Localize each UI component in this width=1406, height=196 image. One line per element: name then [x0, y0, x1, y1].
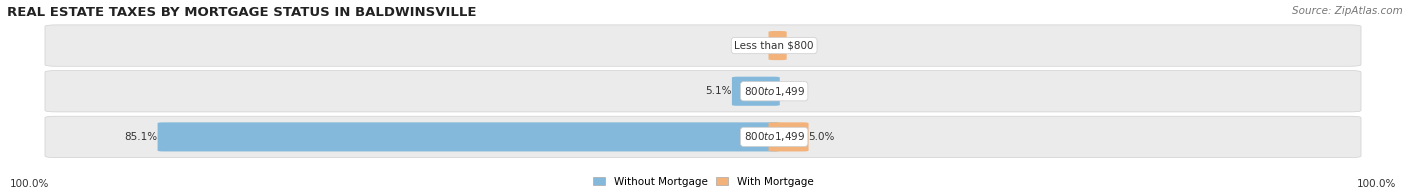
- Text: Source: ZipAtlas.com: Source: ZipAtlas.com: [1292, 6, 1403, 16]
- FancyBboxPatch shape: [45, 71, 1361, 112]
- FancyBboxPatch shape: [45, 25, 1361, 66]
- FancyBboxPatch shape: [157, 122, 780, 152]
- Text: REAL ESTATE TAXES BY MORTGAGE STATUS IN BALDWINSVILLE: REAL ESTATE TAXES BY MORTGAGE STATUS IN …: [7, 6, 477, 19]
- Legend: Without Mortgage, With Mortgage: Without Mortgage, With Mortgage: [589, 172, 817, 191]
- Text: 1.2%: 1.2%: [787, 41, 813, 51]
- Text: 85.1%: 85.1%: [125, 132, 157, 142]
- Text: 100.0%: 100.0%: [10, 179, 49, 189]
- Text: 0.0%: 0.0%: [780, 86, 806, 96]
- Text: $800 to $1,499: $800 to $1,499: [744, 130, 804, 143]
- Text: $800 to $1,499: $800 to $1,499: [744, 85, 804, 98]
- Text: 5.0%: 5.0%: [808, 132, 835, 142]
- Text: 100.0%: 100.0%: [1357, 179, 1396, 189]
- Text: 0.0%: 0.0%: [742, 41, 769, 51]
- FancyBboxPatch shape: [733, 77, 780, 106]
- Text: 5.1%: 5.1%: [706, 86, 733, 96]
- FancyBboxPatch shape: [769, 31, 787, 60]
- FancyBboxPatch shape: [45, 116, 1361, 158]
- Text: Less than $800: Less than $800: [734, 41, 814, 51]
- FancyBboxPatch shape: [769, 122, 808, 152]
